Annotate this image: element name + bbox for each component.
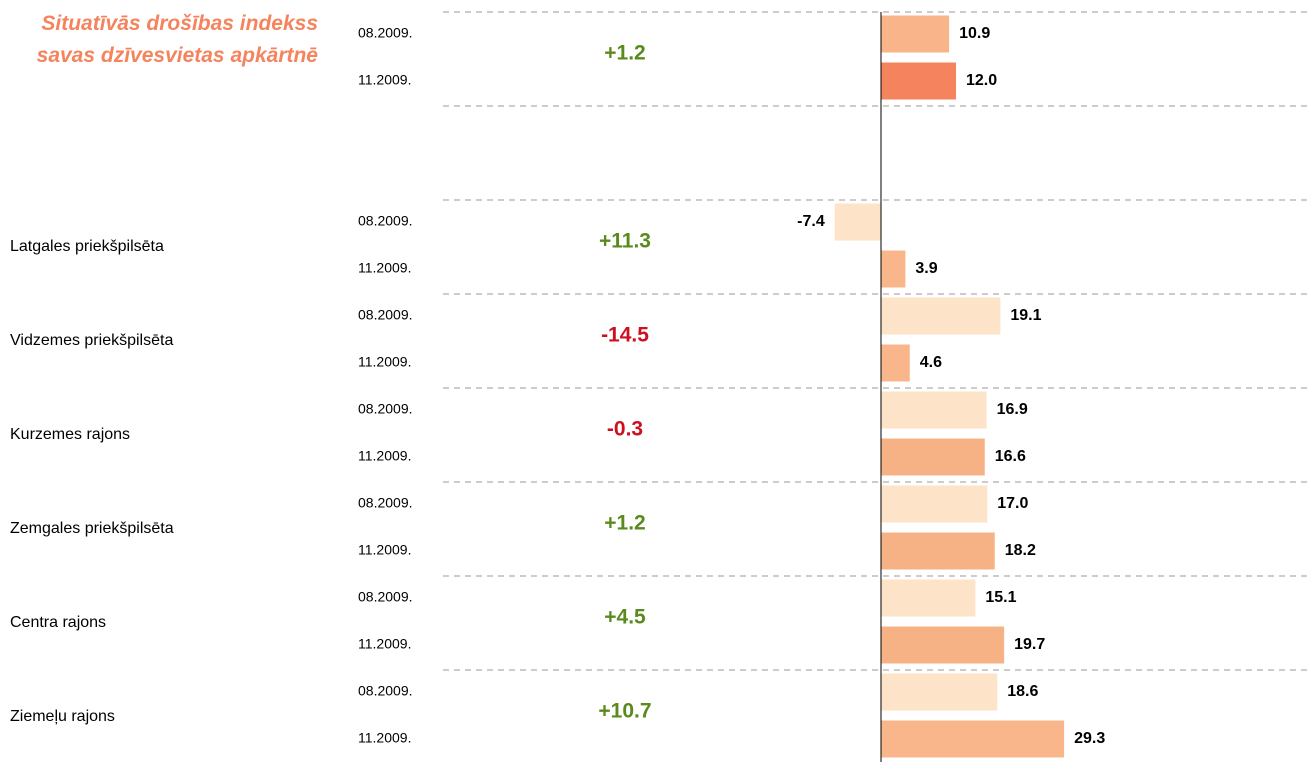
value-label: 15.1 <box>985 589 1016 606</box>
change-label: -14.5 <box>601 324 649 347</box>
period-label: 11.2009. <box>358 448 411 464</box>
value-label: 10.9 <box>959 25 990 42</box>
bar <box>881 250 906 288</box>
period-label: 11.2009. <box>358 354 411 370</box>
value-label: 16.9 <box>997 401 1028 418</box>
bar <box>881 626 1005 664</box>
change-label: +10.7 <box>598 700 651 723</box>
period-label: 08.2009. <box>358 307 413 323</box>
bar <box>881 532 995 570</box>
bar <box>881 485 988 523</box>
period-label: 08.2009. <box>358 589 413 605</box>
value-label: 4.6 <box>920 354 942 371</box>
bar <box>881 579 976 617</box>
value-label: 18.2 <box>1005 542 1036 559</box>
period-label: 08.2009. <box>358 401 413 417</box>
bar <box>881 438 985 476</box>
change-label: +1.2 <box>604 512 645 535</box>
bar <box>881 15 950 53</box>
chart-title: Situatīvās drošības indekss savas dzīves… <box>36 12 318 67</box>
value-label: 3.9 <box>915 260 937 277</box>
value-label: 19.1 <box>1010 307 1041 324</box>
bar <box>834 203 881 241</box>
period-label: 08.2009. <box>358 25 413 41</box>
period-label: 11.2009. <box>358 72 411 88</box>
group-label: Latgales priekšpilsēta <box>10 238 164 255</box>
group-label: Zemgales priekšpilsēta <box>10 520 174 537</box>
change-label: +4.5 <box>604 606 646 629</box>
period-label: 11.2009. <box>358 730 411 746</box>
value-label: 16.6 <box>995 448 1026 465</box>
value-label: 29.3 <box>1074 730 1105 747</box>
value-label: 12.0 <box>966 72 997 89</box>
bar <box>881 62 956 100</box>
bar <box>881 391 987 429</box>
period-label: 11.2009. <box>358 542 411 558</box>
change-label: -0.3 <box>607 418 643 441</box>
group-label: Vidzemes priekšpilsēta <box>10 332 173 349</box>
bar <box>881 297 1001 335</box>
change-label: +1.2 <box>604 42 645 65</box>
bar <box>881 720 1065 758</box>
bar <box>881 344 910 382</box>
bar <box>881 673 998 711</box>
period-label: 08.2009. <box>358 683 413 699</box>
change-label: +11.3 <box>599 230 651 253</box>
period-label: 08.2009. <box>358 213 413 229</box>
value-label: 17.0 <box>997 495 1028 512</box>
group-label: Kurzemes rajons <box>10 426 130 443</box>
value-label: 19.7 <box>1014 636 1045 653</box>
value-label: 18.6 <box>1007 683 1038 700</box>
value-label: -7.4 <box>797 213 825 230</box>
period-label: 11.2009. <box>358 260 411 276</box>
group-label: Centra rajons <box>10 614 106 631</box>
period-label: 11.2009. <box>358 636 411 652</box>
group-label: Ziemeļu rajons <box>10 708 115 725</box>
period-label: 08.2009. <box>358 495 413 511</box>
